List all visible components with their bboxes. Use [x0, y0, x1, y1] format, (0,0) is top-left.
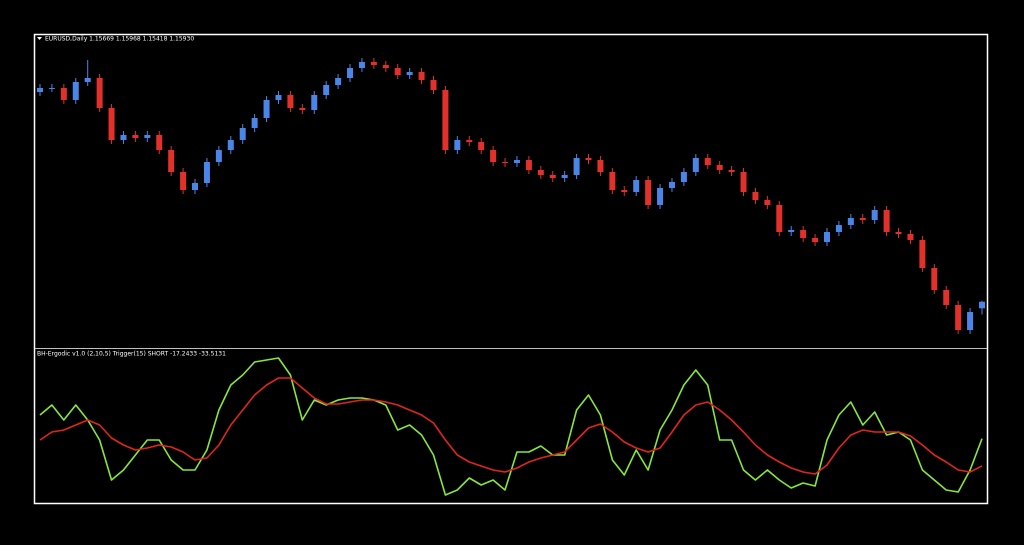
candle-body	[907, 234, 914, 240]
candle-body	[347, 68, 354, 78]
candle-body	[776, 205, 783, 232]
candle-body	[692, 158, 699, 172]
candle-body	[859, 218, 866, 220]
candle-body	[454, 140, 461, 150]
candle-body	[919, 240, 926, 268]
candle-body	[323, 85, 330, 95]
candle-body	[108, 108, 115, 140]
candle-body	[740, 172, 747, 192]
candle-body	[311, 95, 318, 110]
candle-body	[979, 301, 985, 309]
candle-body	[645, 180, 652, 205]
candle-body	[37, 88, 43, 92]
candle-body	[96, 78, 103, 108]
candle-body	[287, 95, 294, 108]
candle-body	[168, 150, 175, 172]
indicator-line	[39, 377, 983, 475]
indicator-line	[39, 357, 983, 496]
candle-body	[84, 78, 91, 82]
candle-body	[967, 312, 974, 330]
candle-body	[406, 72, 413, 75]
candle-body	[800, 230, 807, 238]
candle-body	[239, 128, 246, 140]
candle-body	[895, 232, 902, 234]
candle-body	[203, 162, 210, 183]
candle-body	[442, 90, 449, 150]
chart-frame	[33, 33, 989, 505]
candle-body	[812, 238, 819, 242]
candle-body	[299, 108, 306, 110]
candle-body	[180, 172, 187, 190]
candle-body	[513, 160, 520, 163]
candle-body	[573, 158, 580, 175]
main-title: EURUSD,Daily 1.15669 1.15968 1.15418 1.1…	[45, 36, 194, 43]
candle-body	[549, 175, 556, 178]
candle-body	[955, 305, 962, 330]
candle-body	[48, 88, 55, 89]
candle-body	[72, 82, 79, 100]
candle-body	[680, 172, 687, 182]
candle-body	[192, 183, 199, 190]
candle-body	[609, 172, 616, 190]
candle-body	[621, 190, 628, 192]
candle-body	[132, 135, 139, 138]
candle-body	[144, 135, 151, 138]
candle-body	[227, 140, 234, 150]
candle-body	[358, 62, 365, 68]
candle-body	[835, 225, 842, 232]
candle-body	[430, 80, 437, 90]
candle-body	[215, 150, 222, 162]
candle-body	[382, 65, 389, 68]
candle-body	[788, 230, 795, 232]
candle-body	[251, 118, 258, 128]
collapse-icon[interactable]	[37, 37, 42, 40]
candle-body	[752, 192, 759, 200]
candle-body	[120, 135, 127, 140]
candle-body	[931, 268, 938, 290]
indicator-title: BH-Ergodic v1.0 (2,10,5) Trigger(15) SHO…	[37, 351, 226, 358]
candle-body	[633, 180, 640, 192]
candle-body	[502, 162, 509, 163]
candle-body	[728, 170, 735, 172]
candle-body	[335, 78, 342, 85]
candle-body	[156, 135, 163, 150]
candle-body	[823, 232, 830, 242]
candle-body	[943, 290, 950, 305]
candle-body	[585, 158, 592, 160]
candle-body	[263, 100, 270, 118]
candle-body	[418, 72, 425, 80]
candle-body	[716, 165, 723, 170]
candle-body	[537, 170, 544, 175]
candle-body	[370, 62, 377, 65]
candle-body	[597, 160, 604, 172]
candle-body	[871, 210, 878, 220]
candle-body	[668, 182, 675, 188]
candle-body	[394, 68, 401, 75]
candle-body	[478, 142, 485, 150]
candle-body	[883, 210, 890, 232]
candle-body	[466, 140, 473, 142]
candle-body	[275, 95, 282, 100]
candle-body	[525, 160, 532, 170]
candle-body	[490, 150, 497, 162]
candle-body	[847, 218, 854, 225]
candle-body	[764, 200, 771, 205]
candle-body	[60, 88, 67, 100]
candle-body	[657, 188, 664, 205]
candle-body	[561, 175, 568, 178]
candle-body	[704, 158, 711, 165]
